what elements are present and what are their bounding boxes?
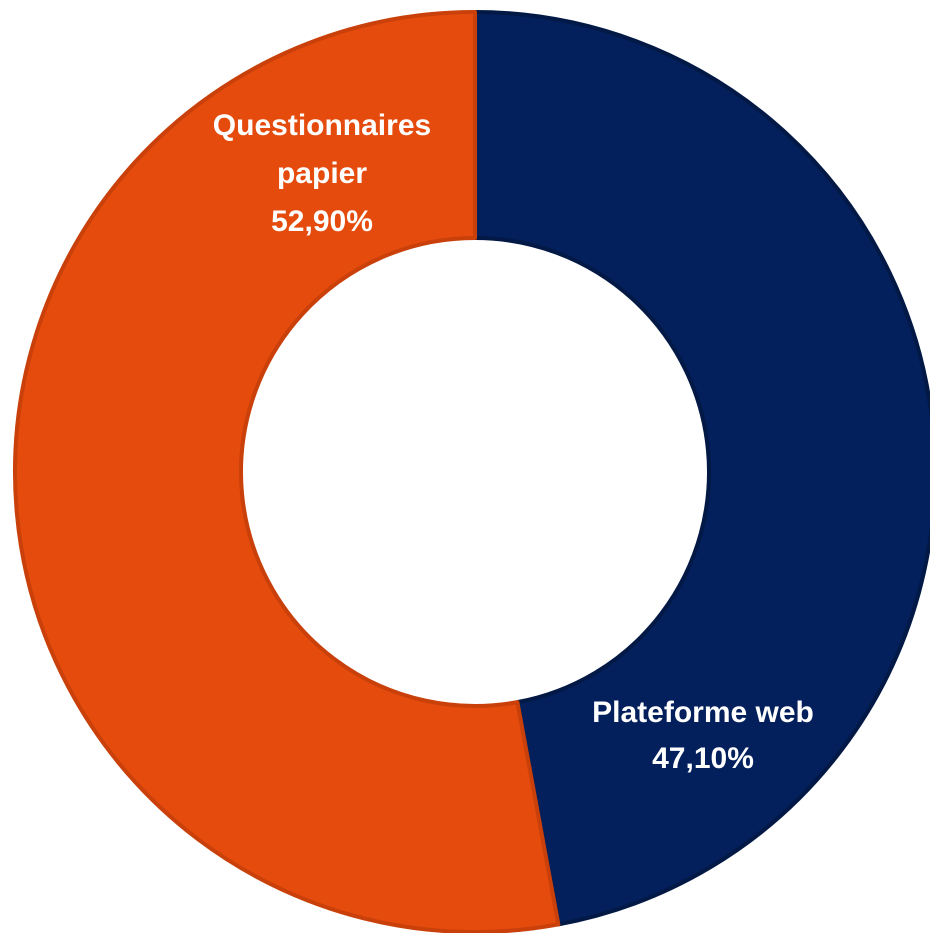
donut-slices bbox=[13, 10, 930, 933]
slice-label-plateforme-web: Plateforme web 47,10% bbox=[592, 696, 814, 775]
slice-questionnaires-papier bbox=[13, 10, 561, 933]
slice-category-label: Plateforme web bbox=[592, 696, 814, 729]
slice-category-label: Questionnaires bbox=[213, 109, 431, 142]
slice-value-label: 52,90% bbox=[271, 205, 373, 238]
slice-value-label: 47,10% bbox=[652, 742, 754, 775]
slice-label-questionnaires-papier: Questionnaires papier 52,90% bbox=[213, 109, 431, 238]
slice-plateforme-web bbox=[473, 10, 930, 927]
slice-category-label: papier bbox=[277, 157, 367, 190]
slice-labels: Plateforme web 47,10% Questionnaires papier… bbox=[213, 109, 814, 775]
